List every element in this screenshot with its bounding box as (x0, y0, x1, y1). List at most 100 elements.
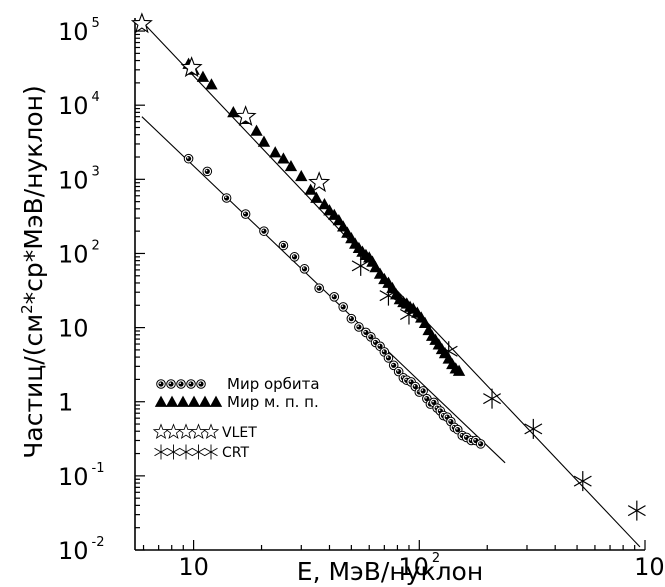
legend-marker-dotted-circle (196, 379, 206, 389)
data-point-star (308, 171, 331, 193)
y-axis-label: Частиц/(см2*ср*МэВ/нуклон) (18, 85, 48, 458)
legend-marker-star (177, 423, 195, 440)
data-point-filled-triangle (418, 316, 432, 328)
legend-label: CRT (222, 445, 249, 461)
data-point-dotted-circle (346, 313, 357, 324)
data-point-filled-triangle (332, 213, 346, 226)
legend-marker-dotted-circle (156, 379, 166, 389)
legend-marker-asterisk (204, 444, 218, 460)
x-tick-label: 10 2 (398, 551, 440, 581)
data-point-dotted-circle (388, 360, 399, 371)
legend-label: Мир орбита (227, 375, 320, 393)
data-point-dotted-circle (299, 264, 310, 274)
y-tick-label-exp: 3 (92, 164, 100, 179)
legend-marker-filled-triangle (165, 395, 179, 407)
data-point-star (234, 105, 257, 127)
legend-label: VLET (222, 425, 257, 441)
data-point-dotted-circle (289, 252, 300, 262)
series-dotted-circle (183, 153, 486, 449)
x-tick-label-exp: 2 (432, 551, 440, 566)
data-point-filled-triangle (250, 124, 263, 136)
legend-entry: VLET (152, 423, 257, 441)
data-point-dotted-circle (314, 283, 324, 293)
data-point-dotted-circle (221, 193, 232, 203)
data-point-dotted-circle (452, 424, 463, 435)
data-point-dotted-circle (354, 322, 364, 332)
data-point-dotted-circle (202, 166, 213, 177)
x-tick-label: 10 (178, 553, 209, 581)
y-tick-label: 10 2 (58, 238, 100, 268)
data-point-filled-triangle (196, 70, 210, 82)
legend-marker-filled-triangle (209, 395, 223, 407)
data-point-asterisk (379, 285, 398, 306)
legend-marker-filled-triangle (154, 395, 168, 407)
y-tick-label: 10 -1 (58, 461, 105, 491)
series-asterisk (351, 255, 646, 521)
data-point-dotted-circle (446, 416, 456, 427)
y-tick-label-base: 10 (58, 537, 89, 565)
y-tick-label-exp: 4 (92, 90, 100, 105)
legend-marker-asterisk (179, 444, 193, 460)
axes (134, 18, 645, 551)
legend-marker-asterisk (191, 444, 206, 460)
legend-marker-asterisk (154, 444, 168, 460)
legend-entry: Мир м. п. п. (154, 393, 319, 411)
legend-marker-filled-triangle (176, 395, 190, 407)
y-tick-label: 1 (58, 389, 73, 417)
data-point-asterisk (524, 418, 543, 439)
legend-marker-dotted-circle (176, 379, 186, 389)
x-tick-label-base: 10 (634, 553, 665, 581)
legend-marker-dotted-circle (186, 379, 196, 389)
data-point-asterisk (573, 471, 592, 492)
data-point-dotted-circle (418, 386, 428, 396)
y-tick-label-exp: 5 (92, 16, 100, 31)
y-axis-label-main: Частиц/(см (19, 314, 48, 459)
y-tick-label-exp: 2 (92, 238, 100, 253)
y-axis-label-rest: *ср*МэВ/нуклон) (19, 85, 48, 304)
data-point-asterisk (400, 304, 418, 325)
y-tick-label: 10 3 (58, 164, 100, 194)
series-star (130, 12, 331, 193)
y-tick-label-exp: -2 (92, 535, 105, 550)
y-tick-label: 10 (58, 315, 89, 343)
y-tick-label-base: 10 (58, 166, 89, 194)
x-axis-label: E, МэВ/нуклон (297, 557, 483, 586)
y-tick-label-base: 10 (58, 315, 89, 343)
y-tick-label: 10 4 (58, 90, 100, 120)
legend-label: Мир м. п. п. (227, 393, 319, 411)
data-point-asterisk (439, 341, 458, 362)
data-point-filled-triangle (310, 191, 323, 203)
ticks (135, 30, 646, 551)
y-tick-label-base: 10 (58, 18, 89, 46)
data-points (130, 12, 646, 521)
y-axis-label-sup: 2 (18, 304, 36, 314)
data-point-filled-triangle (269, 146, 282, 158)
y-tick-label-exp: -1 (92, 461, 105, 476)
legend-marker-dotted-circle (166, 379, 176, 389)
series-filled-triangle (182, 57, 466, 376)
legend-marker-filled-triangle (198, 395, 212, 407)
legend-marker-asterisk (166, 444, 181, 460)
data-point-dotted-circle (240, 209, 251, 219)
data-point-filled-triangle (328, 208, 341, 220)
data-point-asterisk (483, 388, 501, 409)
y-tick-label-base: 10 (58, 92, 89, 120)
y-tick-label-base: 10 (58, 463, 89, 491)
data-point-filled-triangle (205, 78, 218, 90)
legend-marker-filled-triangle (187, 395, 201, 407)
legend-marker-star (165, 423, 182, 440)
data-point-dotted-circle (278, 240, 289, 251)
y-tick-label-base: 10 (58, 240, 89, 268)
legend-marker-star (190, 423, 207, 440)
data-point-star (130, 12, 153, 34)
y-tick-label: 10 -2 (58, 535, 105, 565)
data-point-filled-triangle (369, 260, 382, 273)
data-point-asterisk (627, 500, 646, 521)
legend-entry: Мир орбита (156, 375, 320, 393)
data-point-filled-triangle (337, 220, 350, 232)
data-point-filled-triangle (284, 159, 298, 172)
data-point-filled-triangle (277, 152, 290, 164)
legend-marker-star (202, 423, 220, 440)
